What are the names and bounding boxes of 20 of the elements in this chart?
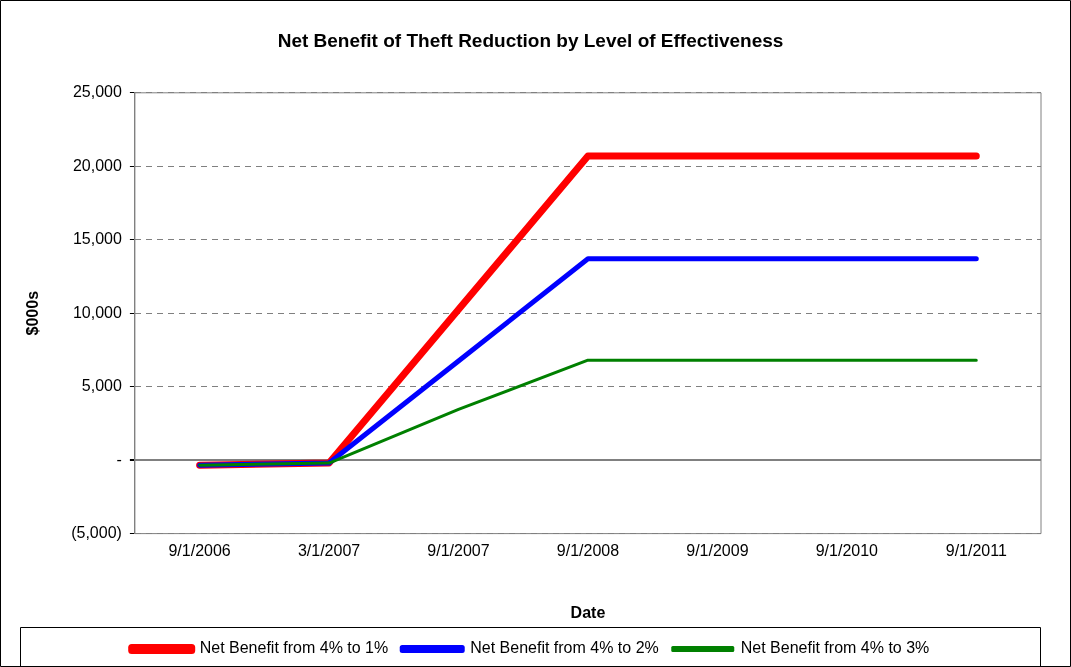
- y-tick-label: 20,000: [72, 156, 122, 174]
- x-tick-label: 9/1/2008: [556, 541, 620, 559]
- x-tick-label: 3/1/2007: [297, 541, 361, 559]
- legend-label: Net Benefit from 4% to 3%: [740, 639, 930, 657]
- chart-title: Net Benefit of Theft Reduction by Level of Effectiveness: [277, 29, 784, 51]
- x-tick-label: 9/1/2007: [427, 541, 490, 559]
- y-tick-label: 15,000: [72, 230, 122, 248]
- y-tick-label: (5,000): [71, 524, 122, 542]
- y-axis-title: $000s: [24, 290, 42, 336]
- x-tick-label: 9/1/2006: [168, 541, 231, 559]
- legend-label: Net Benefit from 4% to 2%: [470, 639, 659, 657]
- x-tick-label: 9/1/2009: [686, 541, 749, 559]
- y-tick-label: 10,000: [72, 303, 122, 321]
- x-tick-label: 9/1/2011: [945, 541, 1007, 559]
- x-axis-title: Date: [570, 603, 606, 621]
- y-tick-label: 25,000: [72, 83, 122, 101]
- y-tick-label: 5,000: [81, 377, 122, 395]
- legend-label: Net Benefit from 4% to 1%: [199, 639, 389, 657]
- x-tick-label: 9/1/2010: [815, 541, 879, 559]
- y-tick-label: -: [116, 450, 122, 468]
